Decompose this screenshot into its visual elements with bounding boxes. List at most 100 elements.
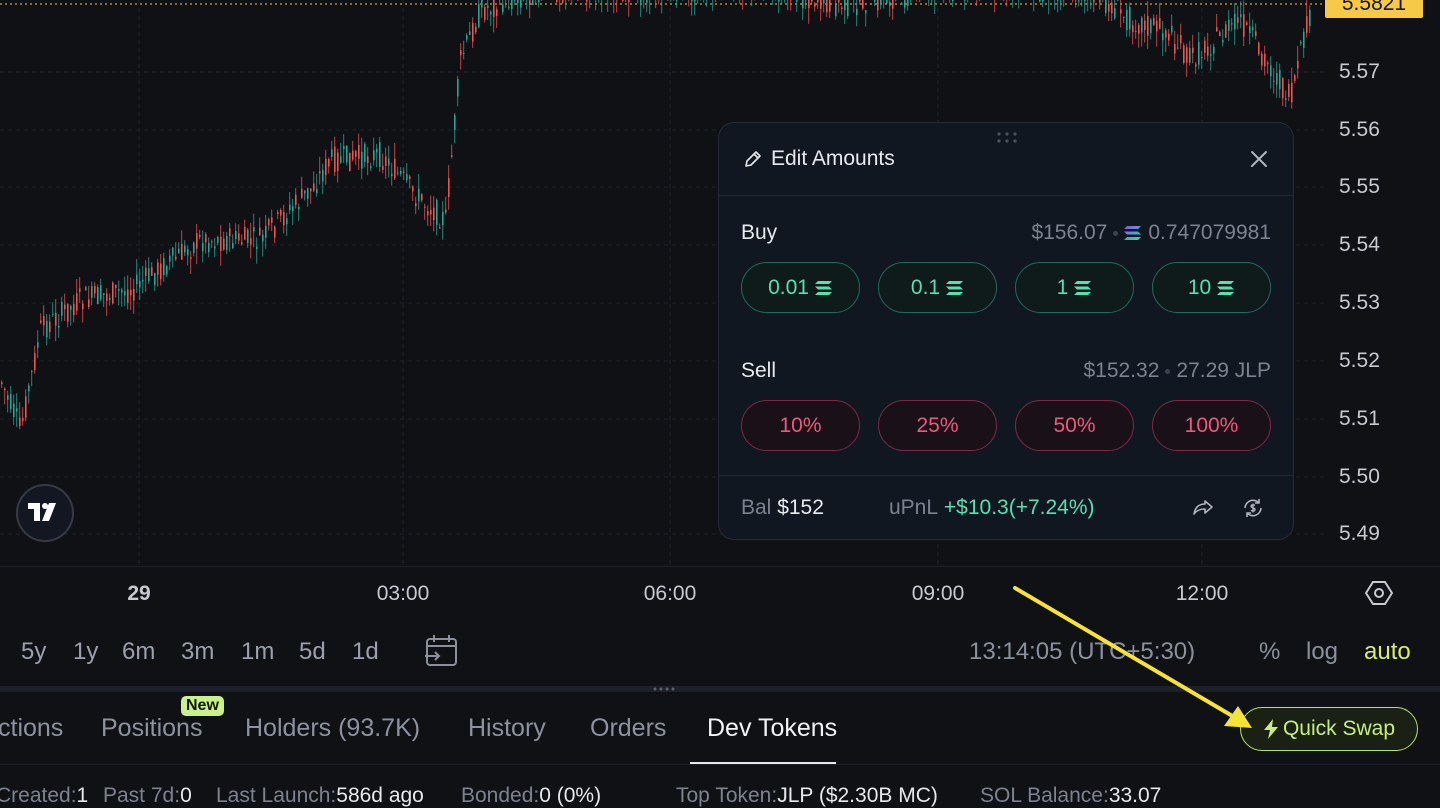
solana-icon <box>815 281 833 295</box>
range-6m-button[interactable]: 6m <box>122 638 155 666</box>
candle-body <box>691 0 693 1</box>
candle-body <box>1189 48 1191 63</box>
candle-body <box>271 217 273 222</box>
candle-body <box>295 195 297 205</box>
log-scale-toggle[interactable]: log <box>1306 638 1338 666</box>
candle-body <box>463 53 465 54</box>
candle-body <box>469 32 471 35</box>
buy-0.01-button[interactable]: 0.01 <box>741 262 860 313</box>
chart-settings-icon[interactable] <box>1365 579 1393 607</box>
candle-body <box>475 27 477 33</box>
sell-100-percent-button[interactable]: 100% <box>1152 400 1271 451</box>
candle-body <box>277 212 279 214</box>
buy-10-button[interactable]: 10 <box>1152 262 1271 313</box>
stat-top-token: Top Token:JLP ($2.30B MC) <box>676 784 938 808</box>
quick-swap-button[interactable]: Quick Swap <box>1240 707 1418 751</box>
candle-body <box>448 178 450 197</box>
candle-body <box>328 159 330 166</box>
price-tick: 5.56 <box>1339 118 1380 142</box>
range-5y-button[interactable]: 5y <box>21 638 46 666</box>
range-1d-button[interactable]: 1d <box>352 638 379 666</box>
price-axis: 5.57 5.56 5.55 5.54 5.53 5.52 5.51 5.50 … <box>1325 0 1440 566</box>
sell-25-percent-button[interactable]: 25% <box>878 400 997 451</box>
candle-body <box>802 0 804 8</box>
candle-body <box>238 233 240 240</box>
sell-50-percent-button[interactable]: 50% <box>1015 400 1134 451</box>
candle-body <box>196 233 198 248</box>
candle-body <box>862 0 864 9</box>
candle-body <box>319 171 321 173</box>
candle-body <box>58 326 60 328</box>
solana-icon <box>1124 225 1142 241</box>
refresh-dollar-icon[interactable] <box>1241 496 1265 520</box>
range-1m-button[interactable]: 1m <box>241 638 274 666</box>
candle-body <box>520 0 522 8</box>
clock-readout[interactable]: 13:14:05 (UTC+5:30) <box>969 638 1195 666</box>
candle-body <box>124 291 126 295</box>
range-5d-button[interactable]: 5d <box>299 638 326 666</box>
candle-body <box>409 176 411 178</box>
candle-body <box>253 227 255 231</box>
tab-orders[interactable]: Orders <box>590 714 666 743</box>
calendar-goto-icon[interactable] <box>424 634 460 668</box>
candle-body <box>1 382 3 384</box>
buy-balance: $156.07 0.747079981 <box>1031 221 1271 245</box>
tab-history[interactable]: History <box>468 714 546 743</box>
tradingview-logo[interactable] <box>16 484 74 542</box>
candle-body <box>379 142 381 167</box>
share-icon[interactable] <box>1191 496 1215 520</box>
range-1y-button[interactable]: 1y <box>73 638 98 666</box>
buy-0.1-button[interactable]: 0.1 <box>878 262 997 313</box>
candle-body <box>436 200 438 225</box>
candle-body <box>7 395 9 400</box>
candle-body <box>52 314 54 315</box>
dev-stats-row: Created:1 Past 7d:0 Last Launch:586d ago… <box>0 782 1440 796</box>
auto-scale-toggle[interactable]: auto <box>1364 638 1411 666</box>
candle-body <box>1252 27 1254 30</box>
time-tick: 06:00 <box>644 582 697 606</box>
sell-10-percent-button[interactable]: 10% <box>741 400 860 451</box>
candle-body <box>442 212 444 225</box>
close-icon[interactable] <box>1249 149 1269 169</box>
candle-body <box>622 0 624 1</box>
candle-body <box>322 170 324 182</box>
tab-holders[interactable]: Holders (93.7K) <box>245 714 420 743</box>
tab-transactions[interactable]: ctions <box>0 714 63 743</box>
candle-body <box>49 322 51 332</box>
candle-body <box>796 0 798 2</box>
sell-token-value: 27.29 JLP <box>1176 359 1271 383</box>
candle-body <box>46 321 48 337</box>
candle-body <box>259 228 261 236</box>
candle-body <box>439 228 441 229</box>
candle-body <box>247 230 249 244</box>
candle-body <box>118 289 120 291</box>
candle-body <box>562 0 564 2</box>
current-price-tag: 5.5821 <box>1325 0 1423 18</box>
candle-body <box>1228 20 1230 31</box>
candle-body <box>367 156 369 163</box>
buy-label: Buy <box>741 221 777 245</box>
candle-body <box>556 0 558 2</box>
candle-body <box>229 228 231 236</box>
candle-body <box>1225 24 1227 37</box>
candle-body <box>1135 31 1137 32</box>
price-tick: 5.54 <box>1339 233 1380 257</box>
candle-body <box>4 389 6 391</box>
candle-body <box>1162 33 1164 40</box>
candle-body <box>337 153 339 171</box>
candle-body <box>424 207 426 208</box>
candle-body <box>1306 16 1308 33</box>
range-3m-button[interactable]: 3m <box>181 638 214 666</box>
candle-body <box>1243 14 1245 37</box>
tab-dev-tokens[interactable]: Dev Tokens <box>707 714 837 743</box>
candle-body <box>412 187 414 192</box>
candle-body <box>130 290 132 295</box>
buy-amount-label: 0.1 <box>911 276 940 300</box>
candle-body <box>1285 98 1287 100</box>
candle-body <box>205 234 207 242</box>
percent-scale-toggle[interactable]: % <box>1259 638 1280 666</box>
buy-1-button[interactable]: 1 <box>1015 262 1134 313</box>
tab-positions[interactable]: Positions <box>101 714 202 743</box>
candle-body <box>166 266 168 274</box>
candle-body <box>217 237 219 243</box>
